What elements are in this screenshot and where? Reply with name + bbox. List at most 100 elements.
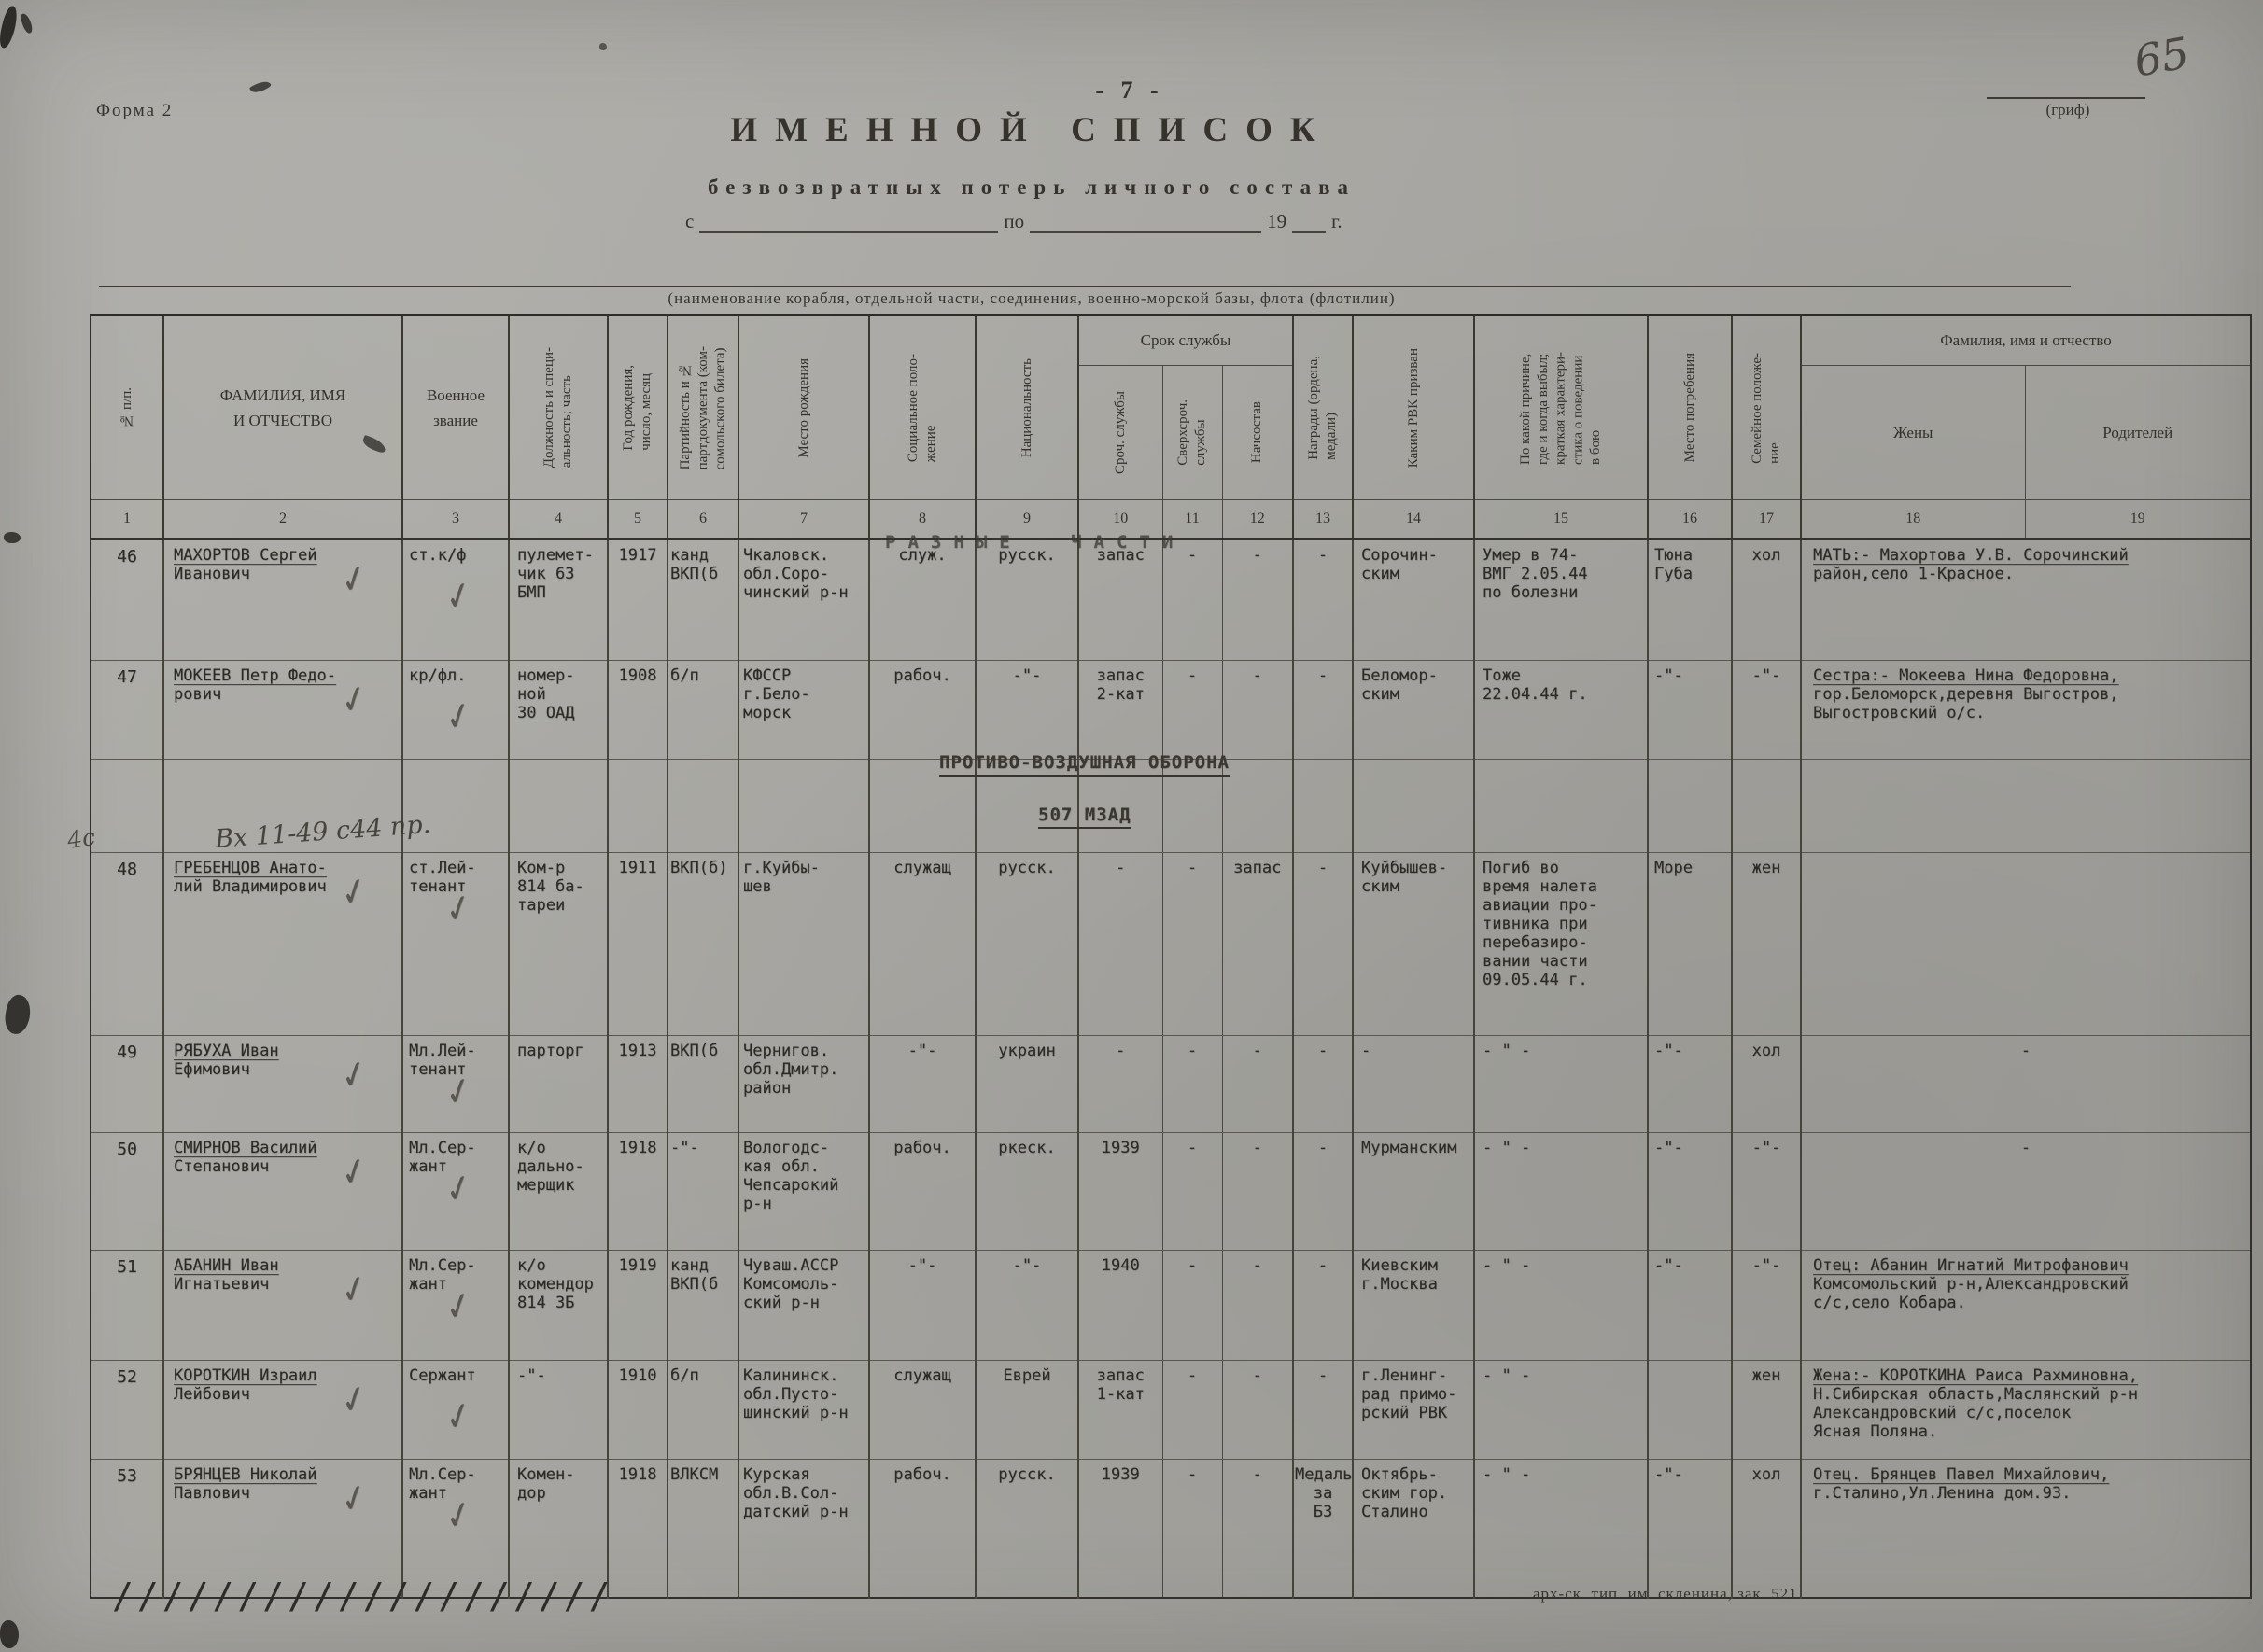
- column-number: 18: [1801, 499, 2026, 540]
- column-number: 5: [608, 499, 668, 540]
- scan-artifact: [0, 1620, 19, 1648]
- section-spacer-row: [91, 759, 2251, 853]
- cell-born: 1918: [608, 1132, 668, 1251]
- cell-officers: -: [1222, 1459, 1294, 1598]
- cell-born: 1911: [608, 852, 668, 1036]
- cell-burial: -"-: [1648, 660, 1733, 760]
- cell-rvk: [1353, 759, 1475, 853]
- cell-rank: ст.к/ф: [402, 539, 510, 661]
- cell-family: жен: [1732, 1360, 1802, 1460]
- cell-nationality: -"-: [976, 1250, 1079, 1361]
- date-line: с по 19 г.: [680, 209, 1348, 233]
- cell-duty: -"-: [509, 1360, 609, 1460]
- cell-term: запас: [1078, 539, 1163, 661]
- cell-rvk: -: [1353, 1035, 1475, 1133]
- cell-party: ВКП(б: [668, 1035, 739, 1133]
- cell-burial: -"-: [1648, 1132, 1733, 1251]
- cell-social: рабоч.: [869, 660, 977, 760]
- cell-party: канд ВКП(б: [668, 1250, 739, 1361]
- cell-birthplace: Калининск. обл.Пусто- шинский р-н: [738, 1360, 870, 1460]
- cell-burial: -"-: [1648, 1250, 1733, 1361]
- cell-extra_term: -: [1162, 1132, 1223, 1251]
- cell-awards: [1293, 759, 1354, 853]
- date-to-label: по: [1004, 210, 1025, 232]
- losses-table: № п/п. ФАМИЛИЯ, ИМЯ И ОТЧЕСТВО Военное з…: [90, 314, 2252, 1599]
- column-number: 9: [976, 499, 1079, 540]
- cell-extra_term: -: [1162, 852, 1223, 1036]
- document-subtitle: безвозвратных потерь личного состава: [707, 175, 1356, 199]
- checkmark-icon: [445, 1173, 471, 1200]
- cell-name: МОКЕЕВ Петр Федо-рович: [163, 660, 403, 760]
- cell-num: 48: [91, 852, 164, 1036]
- cell-family: хол: [1732, 1459, 1802, 1598]
- cell-num: 50: [91, 1132, 164, 1251]
- grif-label: (гриф): [2045, 101, 2090, 119]
- header-family-group: Фамилия, имя и отчество: [1801, 315, 2251, 366]
- cell-birthplace: Чкаловск. обл.Соро- чинский р-н: [738, 539, 870, 661]
- cell-num: 52: [91, 1360, 164, 1460]
- checkmark-icon: [341, 684, 367, 711]
- cell-rvk: Октябрь- ским гор. Сталино: [1353, 1459, 1475, 1598]
- column-number-row: 1 2 3 4 5 6 7 8 9 10 11 12 13 14 15 16 17 18 19: [91, 499, 2251, 540]
- cell-rank: Мл.Сер- жант: [402, 1459, 510, 1598]
- cell-rank: кр/фл.: [402, 660, 510, 760]
- cell-cause: Погиб во время налета авиации про- тивни…: [1474, 852, 1649, 1036]
- cell-birthplace: Вологодс- кая обл. Чепсарокий р-н: [738, 1132, 870, 1251]
- header-rvk: Каким РВК призван: [1353, 315, 1475, 500]
- checkmark-icon: [341, 564, 367, 591]
- cell-officers: -: [1222, 1250, 1294, 1361]
- scan-artifact: [4, 532, 21, 543]
- cell-burial: Море: [1648, 852, 1733, 1036]
- cell-term: 1939: [1078, 1132, 1163, 1251]
- cell-birthplace: КФССР г.Бело- морск: [738, 660, 870, 760]
- handwritten-margin-note: 4с: [65, 823, 97, 854]
- cell-name: МАХОРТОВ Сергей Иванович: [163, 539, 403, 661]
- header-wife: Жены: [1801, 365, 2026, 500]
- column-number: 10: [1078, 499, 1163, 540]
- cell-num: 46: [91, 539, 164, 661]
- grif-overline: [1987, 97, 2145, 99]
- cell-duty: номер- ной 30 ОАД: [509, 660, 609, 760]
- cell-nationality: украин: [976, 1035, 1079, 1133]
- cell-relatives: Жена:- КОРОТКИНА Раиса Рахминовна, Н.Сиби…: [1801, 1360, 2251, 1460]
- header-birthplace: Место рождения: [738, 315, 870, 500]
- cell-extra_term: -: [1162, 539, 1223, 661]
- form-label: Форма 2: [96, 101, 174, 120]
- cell-birthplace: г.Куйбы- шев: [738, 852, 870, 1036]
- cell-awards: -: [1293, 1035, 1354, 1133]
- cell-officers: -: [1222, 660, 1294, 760]
- checkmark-icon: [445, 581, 471, 608]
- cell-officers: -: [1222, 1132, 1294, 1251]
- cell-birthplace: [738, 759, 870, 853]
- column-number: 13: [1293, 499, 1354, 540]
- cell-family: -"-: [1732, 1132, 1802, 1251]
- column-number: 15: [1474, 499, 1649, 540]
- cell-birthplace: Чернигов. обл.Дмитр. район: [738, 1035, 870, 1133]
- cell-awards: -: [1293, 539, 1354, 661]
- cell-extra_term: -: [1162, 1250, 1223, 1361]
- cell-awards: -: [1293, 852, 1354, 1036]
- cell-born: 1913: [608, 1035, 668, 1133]
- cell-duty: к/о комендор 814 ЗБ: [509, 1250, 609, 1361]
- checkmark-icon: [445, 701, 471, 728]
- cell-awards: -: [1293, 1132, 1354, 1251]
- cell-duty: Комен- дор: [509, 1459, 609, 1598]
- header-born: Год рождения, число, месяц: [608, 315, 668, 500]
- header-duty: Должность и специ- альность; часть: [509, 315, 609, 500]
- cell-num: 53: [91, 1459, 164, 1598]
- column-number: 7: [738, 499, 870, 540]
- cell-officers: [1222, 759, 1294, 853]
- cell-relatives: Отец: Абанин Игнатий Митрофанович Комсомо…: [1801, 1250, 2251, 1361]
- cell-term: запас 2-кат: [1078, 660, 1163, 760]
- cell-social: рабоч.: [869, 1459, 977, 1598]
- column-number: 12: [1222, 499, 1294, 540]
- cell-social: рабоч.: [869, 1132, 977, 1251]
- cell-cause: - " -: [1474, 1250, 1649, 1361]
- cell-extra_term: -: [1162, 660, 1223, 760]
- cell-name: АБАНИН Иван Игнатьевич: [163, 1250, 403, 1361]
- cell-relatives: -: [1801, 1035, 2251, 1133]
- cell-awards: Медаль за БЗ: [1293, 1459, 1354, 1598]
- checkmark-icon: [445, 1401, 471, 1428]
